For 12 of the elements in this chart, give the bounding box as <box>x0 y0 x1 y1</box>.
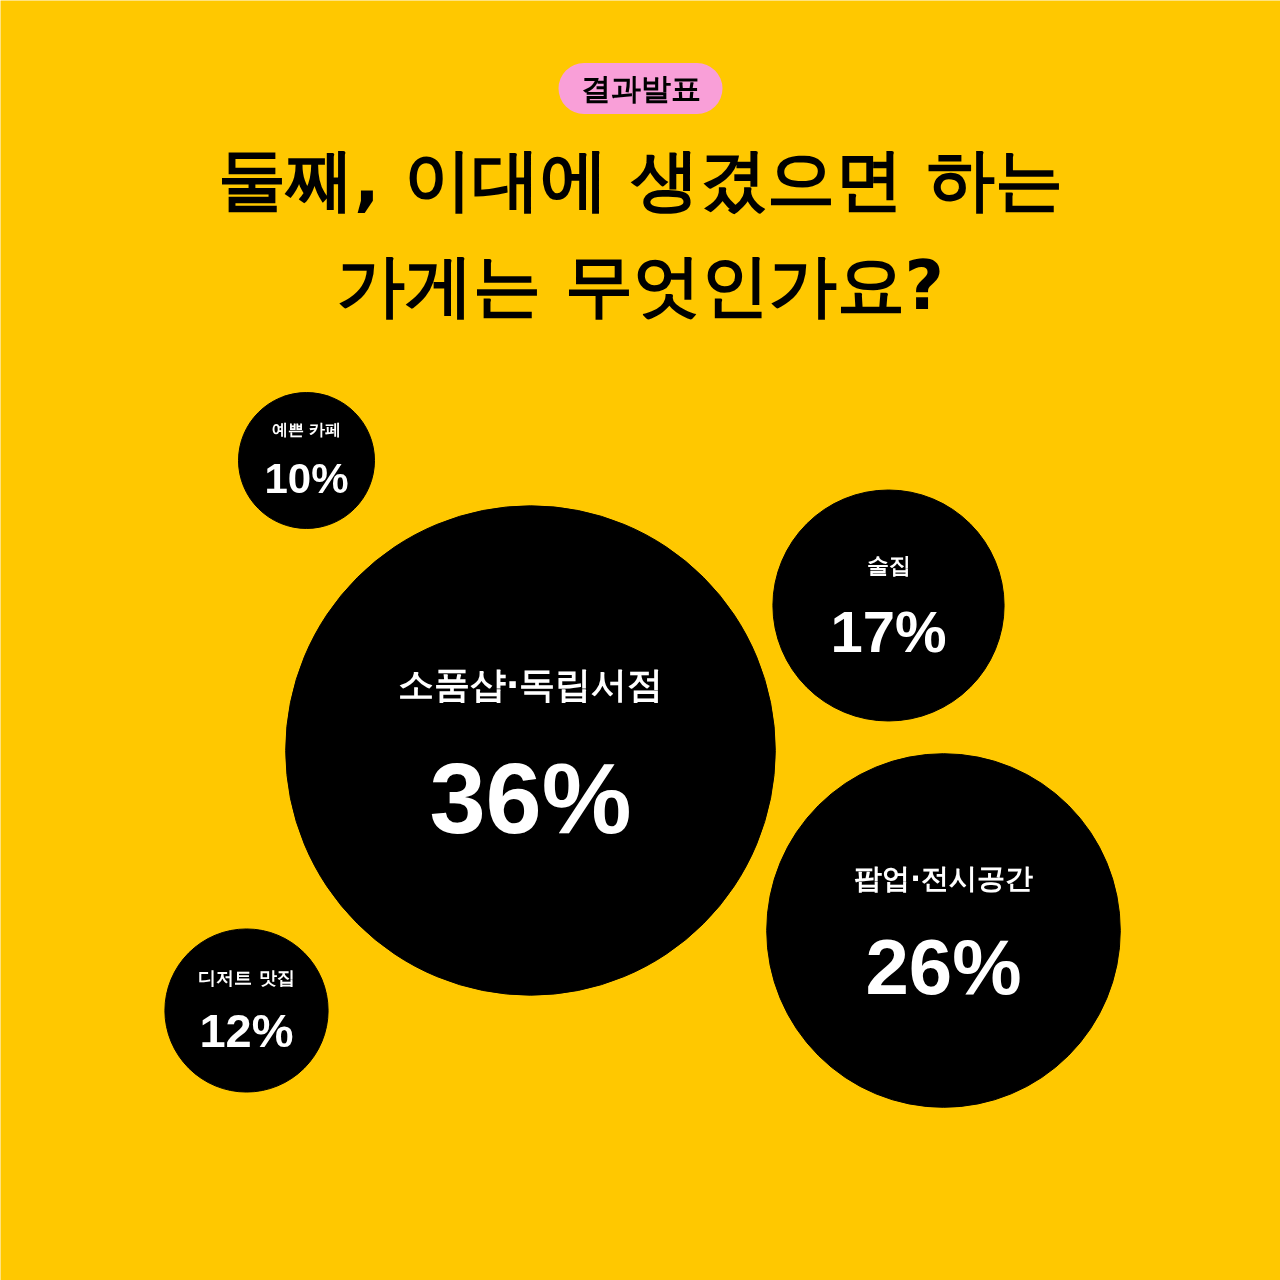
data-label: 36% <box>429 742 632 855</box>
category-label: 디저트 맛집 <box>198 966 295 988</box>
text: 결과발표 <box>580 71 701 106</box>
text: 둘째, 이대에 생겼으면 하는 가게는 무엇인가요? <box>218 139 1063 326</box>
category-label: 술집 <box>866 552 911 578</box>
data-label: 10% <box>264 454 349 502</box>
category-label: 팝업·전시공간 <box>854 861 1033 895</box>
category-label: 예쁜 카페 <box>271 420 342 440</box>
category-label: 소품샵·독립서점 <box>397 664 664 706</box>
data-label: 17% <box>830 598 947 664</box>
data-label: 26% <box>865 922 1022 1011</box>
data-label: 12% <box>199 1003 294 1057</box>
